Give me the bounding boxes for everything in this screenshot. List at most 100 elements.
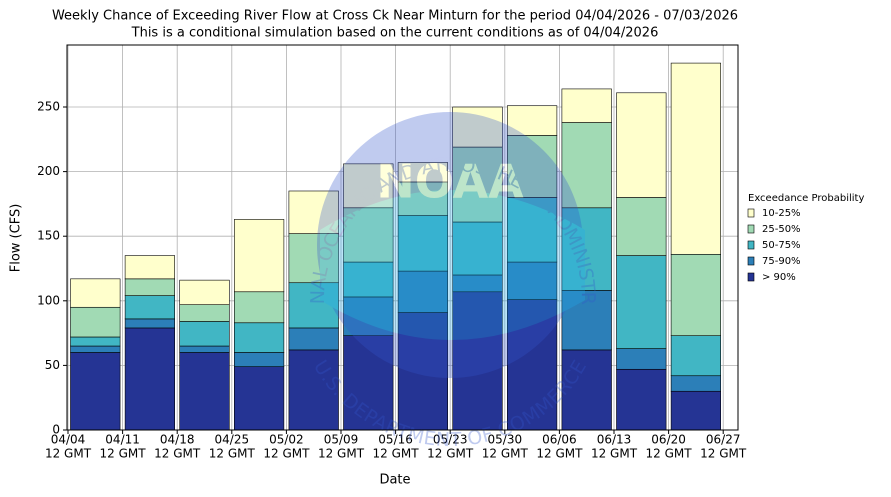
bar-segment: [343, 163, 394, 209]
x-tick-label: 05/02: [269, 433, 304, 447]
legend-swatch: [747, 272, 755, 282]
bar-segment: [670, 390, 721, 431]
bar-segment: [124, 278, 175, 296]
x-tick-label: 05/09: [324, 433, 359, 447]
y-tick-label: 50: [45, 358, 60, 372]
x-tick-label: 06/06: [542, 433, 577, 447]
legend-label: 75-90%: [762, 256, 801, 267]
x-tick-label: 12 GMT: [45, 447, 92, 461]
bar-segment: [343, 207, 394, 263]
x-tick-label: 04/18: [160, 433, 195, 447]
watermark-logo: [317, 112, 583, 378]
legend-label: 25-50%: [762, 224, 801, 235]
bar-segment: [506, 135, 558, 198]
bar-segment: [452, 221, 503, 276]
x-tick-label: 12 GMT: [318, 447, 365, 461]
y-tick-label: 200: [37, 164, 60, 178]
y-tick-label: 100: [37, 293, 60, 307]
bar-segment: [124, 255, 175, 280]
bar-segment: [670, 375, 721, 392]
bar-segment: [179, 279, 230, 305]
x-tick-label: 12 GMT: [263, 447, 310, 461]
bar-segment: [397, 181, 449, 216]
bar-segment: [670, 335, 721, 377]
bar-segment: [343, 335, 394, 431]
x-tick-label: 12 GMT: [100, 447, 147, 461]
bar-segment: [561, 290, 612, 351]
bar-segment: [506, 105, 558, 136]
x-tick-label: 12 GMT: [646, 447, 693, 461]
bar-segment: [70, 345, 121, 353]
bar-segment: [561, 207, 612, 291]
x-tick-label: 04/04: [51, 433, 86, 447]
bar-segment: [343, 296, 394, 336]
watermark-wave: [320, 190, 585, 340]
bar-segment: [452, 106, 503, 148]
legend-label: > 90%: [762, 272, 796, 283]
bar-segment: [124, 295, 175, 320]
legend-swatch: [747, 208, 755, 218]
x-tick-label: 05/30: [488, 433, 523, 447]
legend-swatch: [747, 240, 755, 250]
x-tick-label: 12 GMT: [154, 447, 201, 461]
x-axis-label: Date: [379, 473, 410, 488]
legend-label: 50-75%: [762, 240, 801, 251]
x-tick-label: 05/23: [433, 433, 468, 447]
bar-segment: [561, 88, 612, 123]
chart-title: Weekly Chance of Exceeding River Flow at…: [52, 9, 738, 24]
bar-segment: [452, 146, 503, 223]
x-tick-label: 04/25: [215, 433, 250, 447]
y-tick-label: 250: [37, 100, 60, 114]
y-tick-label: 150: [37, 229, 60, 243]
x-tick-label: 05/16: [378, 433, 413, 447]
legend-swatch: [747, 256, 755, 266]
x-tick-label: 04/11: [105, 433, 140, 447]
bar-segment: [70, 336, 121, 347]
bar-segment: [288, 190, 339, 234]
bar-segment: [397, 215, 449, 272]
bar-segment: [397, 162, 449, 183]
bar-segment: [234, 291, 285, 324]
bar-segment: [124, 327, 175, 431]
bar-segment: [288, 233, 339, 284]
bar-segment: [670, 253, 721, 336]
plot-frame: [66, 44, 739, 431]
bar-segment: [124, 318, 175, 329]
bar-segment: [288, 327, 339, 351]
x-tick-label: 12 GMT: [536, 447, 583, 461]
bar-segment: [616, 368, 667, 431]
bar-segment: [288, 282, 339, 329]
x-tick-label: 06/20: [651, 433, 686, 447]
x-tick-label: 12 GMT: [482, 447, 529, 461]
bar-segment: [670, 62, 721, 255]
legend-title: Exceedance Probability: [748, 193, 864, 204]
bar-segment: [397, 312, 449, 431]
chart-subtitle: This is a conditional simulation based o…: [131, 26, 659, 41]
x-tick-label: 06/13: [597, 433, 632, 447]
x-tick-label: 12 GMT: [427, 447, 474, 461]
bar-segment: [70, 352, 121, 431]
bar-segment: [561, 122, 612, 209]
watermark-logo-text: NOAA: [376, 155, 524, 209]
bar-segment: [616, 197, 667, 256]
bar-segment: [234, 352, 285, 367]
bar-segment: [343, 261, 394, 298]
bar-segment: [70, 278, 121, 308]
bar-segment: [70, 306, 121, 338]
bar-segment: [179, 352, 230, 431]
bar-segment: [616, 92, 667, 198]
bar-segment: [234, 322, 285, 353]
bar-segment: [506, 299, 558, 431]
bar-segment: [616, 255, 667, 349]
y-axis-label: Flow (CFS): [9, 204, 24, 273]
x-tick-label: 12 GMT: [209, 447, 256, 461]
legend-label: 10-25%: [762, 208, 801, 219]
bar-segment: [179, 345, 230, 353]
legend-swatch: [747, 224, 755, 234]
y-tick-label: 0: [52, 423, 60, 437]
x-tick-label: 12 GMT: [373, 447, 420, 461]
x-tick-label: 12 GMT: [700, 447, 747, 461]
x-tick-label: 06/27: [706, 433, 741, 447]
bar-segment: [561, 349, 612, 431]
